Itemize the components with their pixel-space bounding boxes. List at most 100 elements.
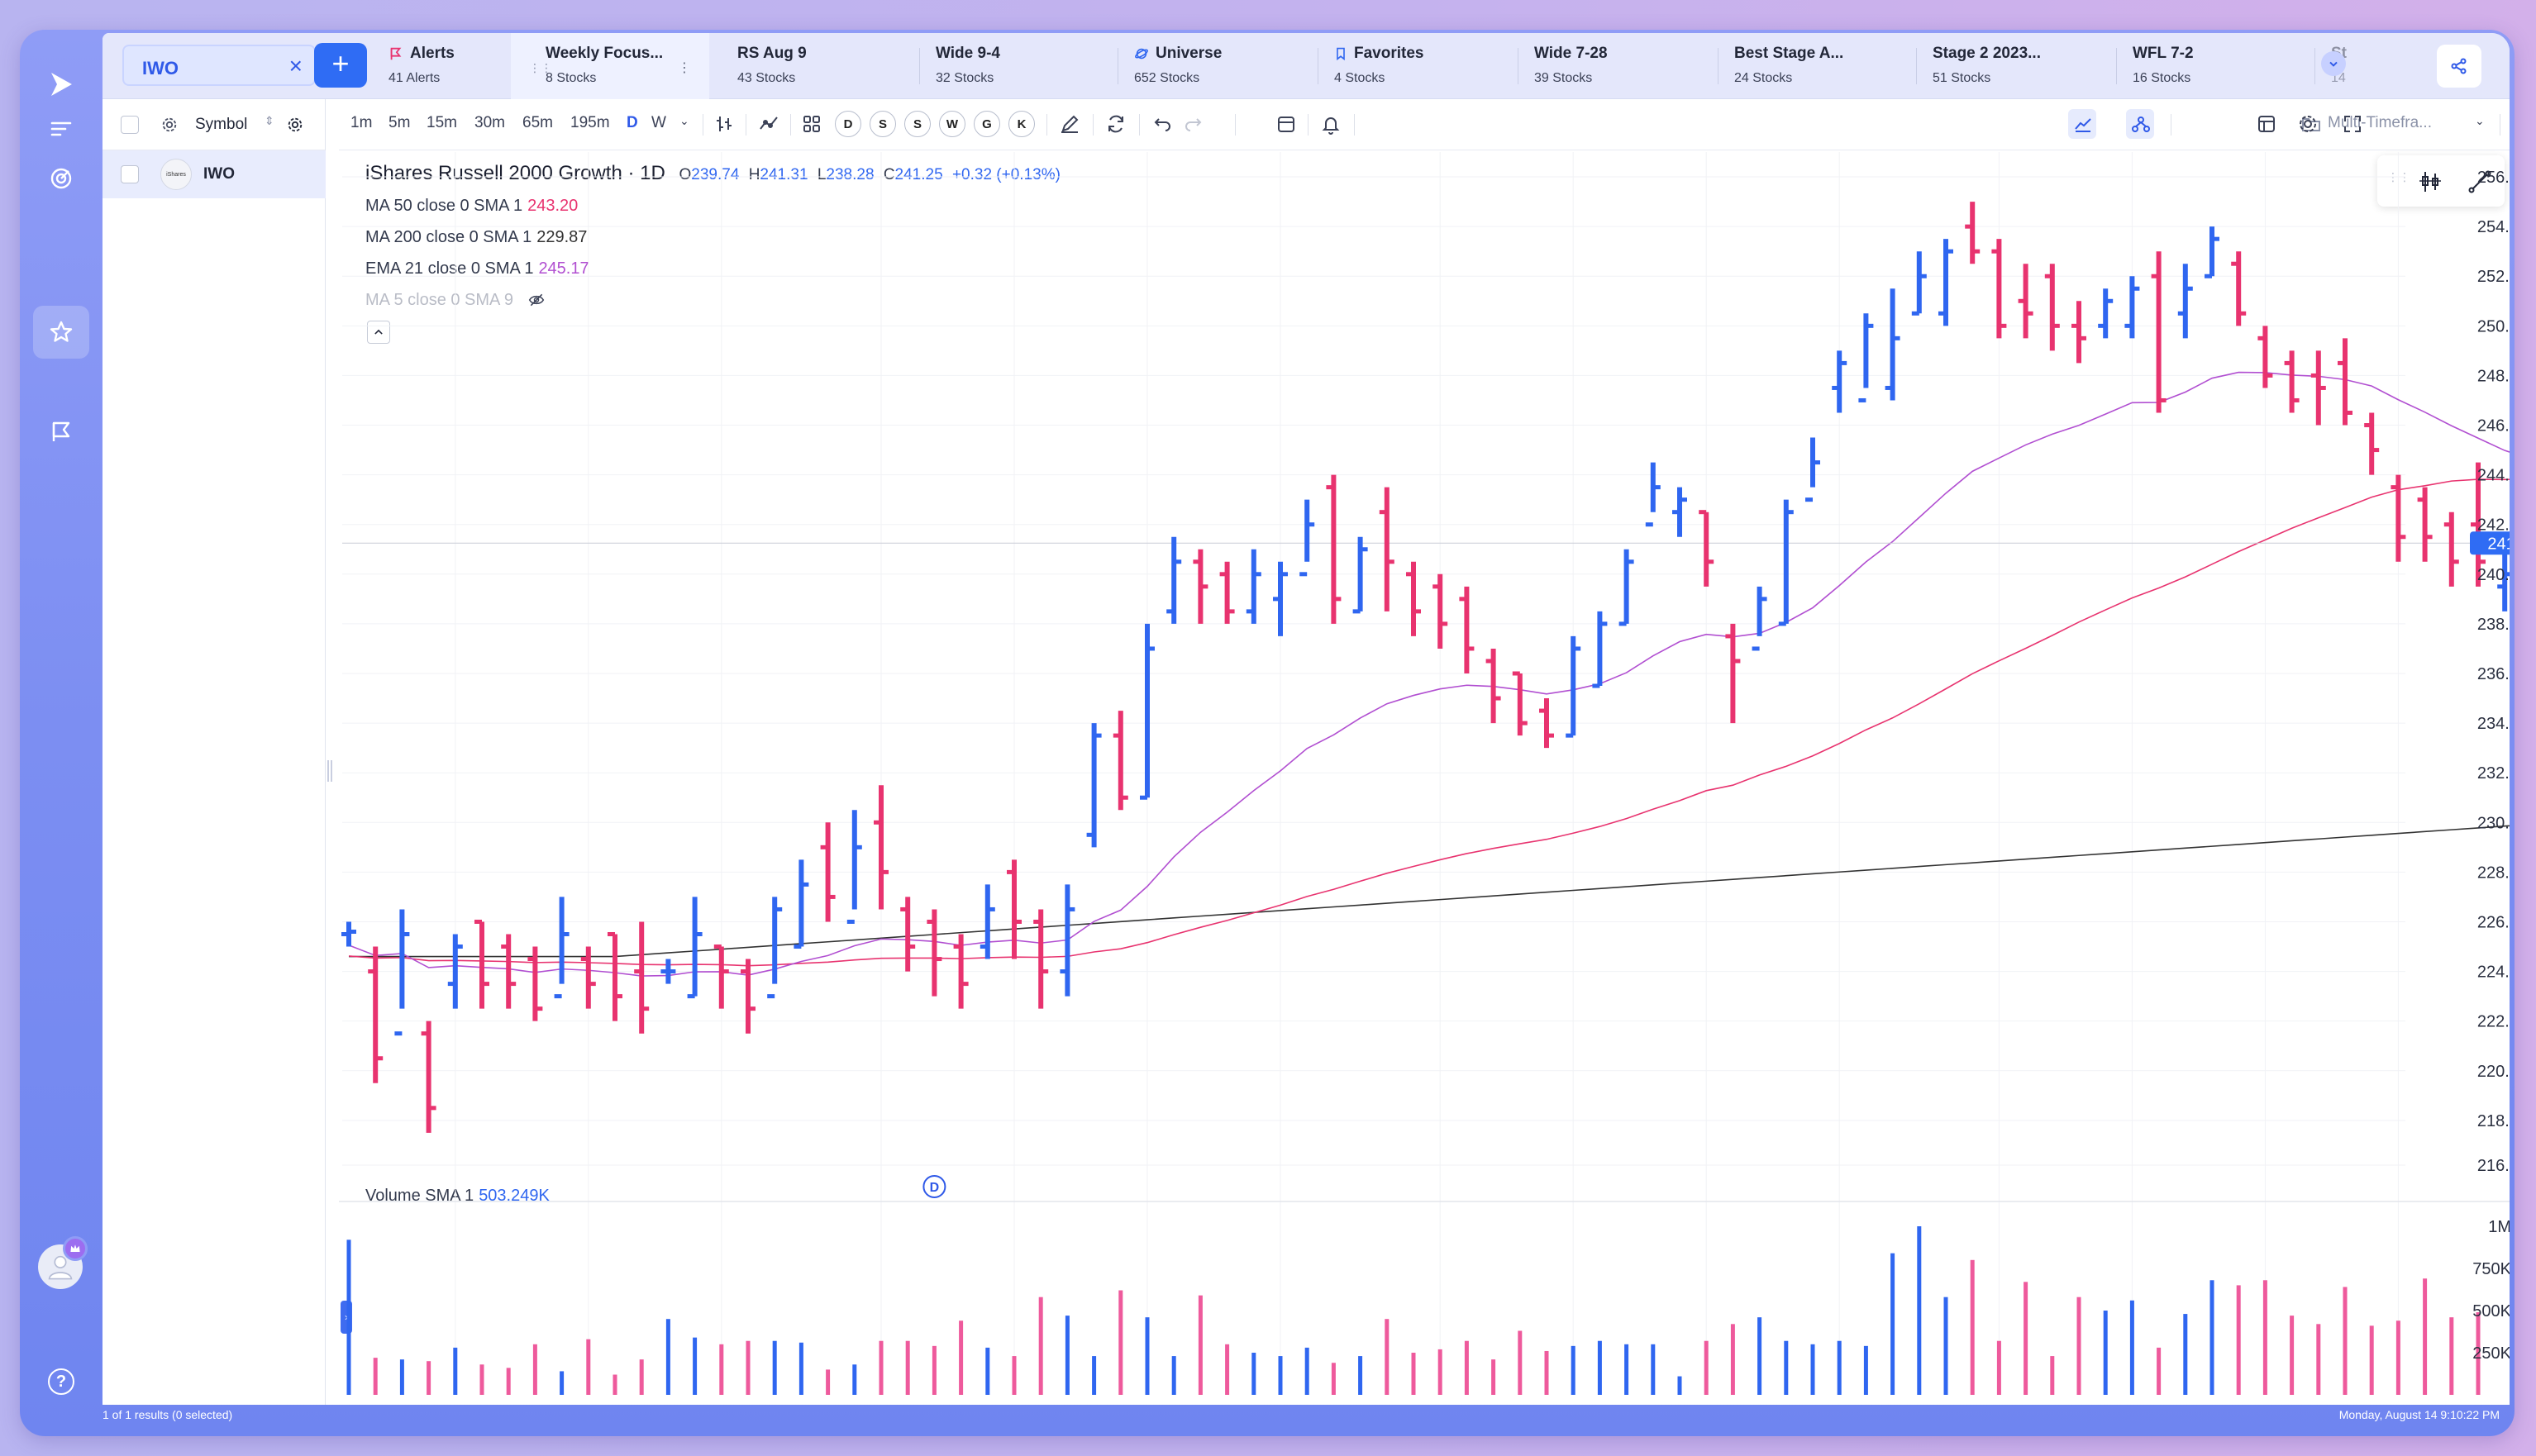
chip-s2[interactable]: S (904, 111, 931, 137)
study-ma200[interactable]: MA 200 close 0 SMA 1 229.87 (365, 228, 587, 247)
logo-text: iShares (166, 171, 186, 178)
volume-bar (613, 1374, 617, 1395)
watchlist-header: Symbol ⇕ (102, 99, 325, 150)
watchlist-panel: Symbol ⇕ iShares IWO (102, 99, 326, 1405)
volume-bar (2050, 1356, 2055, 1395)
folder-icon[interactable] (2300, 112, 2323, 136)
watchlist-star-icon[interactable] (33, 306, 89, 359)
tab-rs-aug-9[interactable]: RS Aug 9 43 Stocks (724, 33, 921, 99)
panel-resize-handle[interactable] (327, 760, 332, 782)
calendar-icon[interactable] (1275, 112, 1298, 136)
compare-icon[interactable] (2129, 112, 2152, 136)
tab-count: 16 Stocks (2133, 71, 2191, 85)
tab-universe[interactable]: Universe 652 Stocks (1121, 33, 1318, 99)
price-axis-label: 238.00 (2477, 616, 2510, 634)
volume-bar (1544, 1350, 1549, 1395)
pencil-icon[interactable] (1058, 112, 1081, 136)
crown-icon (63, 1236, 88, 1261)
eye-hidden-icon[interactable] (527, 292, 546, 308)
interval-5m[interactable]: 5m (389, 114, 411, 131)
interval-dropdown-chevron-icon[interactable]: ⌄ (679, 114, 689, 127)
bell-icon[interactable] (1319, 112, 1342, 136)
study-ema21[interactable]: EMA 21 close 0 SMA 1 245.17 (365, 259, 589, 278)
price-axis-label: 246.00 (2477, 417, 2510, 435)
flag-icon[interactable] (33, 405, 89, 458)
clear-search-icon[interactable]: × (288, 53, 303, 79)
price-axis-label: 242.00 (2477, 516, 2510, 535)
collapse-legend-button[interactable] (367, 321, 390, 344)
dividend-marker-label: D (930, 1181, 940, 1195)
fullscreen-icon[interactable] (2341, 112, 2364, 136)
select-all-checkbox[interactable] (121, 116, 139, 134)
interval-195m[interactable]: 195m (570, 114, 610, 131)
volume-legend[interactable]: Volume SMA 1 503.249K (365, 1187, 550, 1206)
interval-65m[interactable]: 65m (522, 114, 553, 131)
refresh-icon[interactable] (1104, 112, 1127, 136)
chip-g[interactable]: G (974, 111, 1000, 137)
tab-wfl-7-2[interactable]: WFL 7-2 16 Stocks (2119, 33, 2316, 99)
help-icon[interactable]: ? (48, 1368, 74, 1395)
indicators-icon[interactable] (757, 112, 780, 136)
toolbar-separator (1308, 114, 1309, 136)
volume-bar (2343, 1287, 2348, 1395)
layout-dropdown-chevron-icon[interactable]: ⌄ (2475, 114, 2485, 127)
last-price-badge (2470, 531, 2510, 555)
column-settings-icon[interactable] (286, 116, 304, 134)
interval-30m[interactable]: 30m (474, 114, 505, 131)
low-label: L (817, 166, 827, 183)
interval-daily[interactable]: D (627, 114, 638, 131)
left-rail: ? (20, 30, 102, 1436)
chip-d[interactable]: D (835, 111, 861, 137)
scroll-tabs-chevron-icon[interactable] (2321, 51, 2346, 76)
sort-icon[interactable]: ⇕ (265, 114, 274, 127)
price-axis-label: 218.00 (2477, 1112, 2510, 1130)
layout-name-label[interactable]: Multi-Timefra... (2328, 114, 2432, 131)
interval-1m[interactable]: 1m (350, 114, 373, 131)
layout-grid-icon[interactable] (800, 112, 823, 136)
price-chart[interactable]: 216.20 218.00 220.00 222.00 224.00 226.00 228.… (339, 152, 2510, 1405)
add-tab-button[interactable]: + (314, 43, 367, 88)
tab-weekly-focus[interactable]: ⋮⋮ Weekly Focus... 8 Stocks ⋮ (511, 33, 709, 99)
interval-15m[interactable]: 15m (427, 114, 457, 131)
line-chart-icon[interactable] (2071, 112, 2095, 136)
tab-favorites[interactable]: Favorites 4 Stocks (1321, 33, 1518, 99)
bar-style-icon[interactable] (713, 112, 736, 136)
interval-weekly[interactable]: W (651, 114, 666, 131)
tab-wide-7-28[interactable]: Wide 7-28 39 Stocks (1521, 33, 1718, 99)
undo-icon[interactable] (1149, 112, 1172, 136)
volume-bar (1784, 1340, 1789, 1395)
redo-icon[interactable] (1184, 112, 1207, 136)
drag-handle-icon[interactable]: ⋮⋮ (529, 61, 552, 74)
menu-list-icon[interactable] (33, 102, 89, 155)
watchlist-row[interactable]: iShares IWO (102, 150, 326, 198)
volume-bar (2103, 1311, 2108, 1395)
study-label: MA 50 close 0 SMA 1 (365, 197, 523, 215)
chip-s1[interactable]: S (870, 111, 896, 137)
chip-w[interactable]: W (939, 111, 965, 137)
study-ma50[interactable]: MA 50 close 0 SMA 1 243.20 (365, 197, 578, 216)
panel-layout-icon[interactable] (2255, 112, 2278, 136)
settings-gear-icon[interactable] (160, 116, 179, 134)
tab-menu-icon[interactable]: ⋮ (678, 61, 691, 75)
high-label: H (748, 166, 760, 183)
row-checkbox[interactable] (121, 165, 139, 183)
share-button[interactable] (2437, 45, 2481, 88)
volume-bar (2236, 1285, 2241, 1395)
tab-alerts[interactable]: Alerts 41 Alerts (375, 33, 572, 99)
candlestick-tool-icon[interactable] (2417, 169, 2443, 195)
chart-settings-icon[interactable] (2296, 112, 2319, 136)
chip-k[interactable]: K (1008, 111, 1035, 137)
trendline-tool-icon[interactable] (2467, 169, 2493, 195)
tab-wide-9-4[interactable]: Wide 9-4 32 Stocks (922, 33, 1119, 99)
volume-bar (1251, 1353, 1256, 1395)
volume-bar (719, 1344, 724, 1395)
radar-icon[interactable] (33, 152, 89, 205)
tab-label: Favorites (1354, 45, 1424, 62)
symbol-search-input[interactable]: IWO × (122, 45, 316, 86)
tab-stage-2-2023[interactable]: Stage 2 2023... 51 Stocks (1919, 33, 2116, 99)
tab-best-stage[interactable]: Best Stage A... 24 Stocks (1721, 33, 1918, 99)
app-logo-icon[interactable] (33, 58, 89, 111)
symbol-column-header[interactable]: Symbol (195, 116, 248, 133)
study-ma5-hidden[interactable]: MA 5 close 0 SMA 9 (365, 291, 546, 310)
price-axis-label: 228.00 (2477, 864, 2510, 882)
